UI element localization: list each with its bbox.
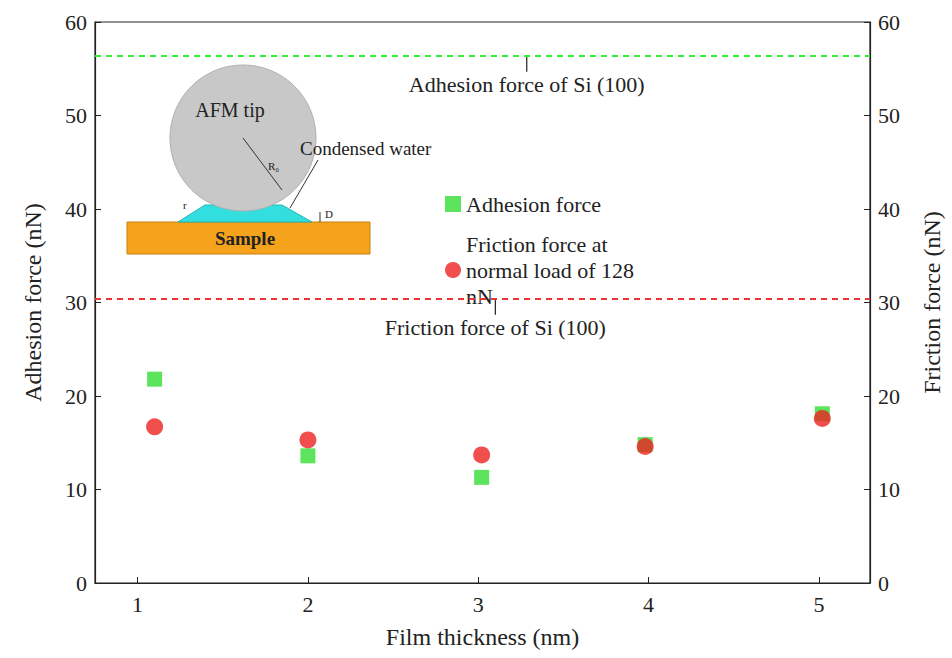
svg-text:10: 10 <box>878 477 900 502</box>
svg-text:R₀: R₀ <box>268 160 279 172</box>
svg-text:3: 3 <box>473 592 484 617</box>
svg-text:20: 20 <box>65 384 87 409</box>
svg-text:4: 4 <box>643 592 654 617</box>
svg-text:20: 20 <box>878 384 900 409</box>
svg-text:10: 10 <box>65 477 87 502</box>
svg-text:r: r <box>183 199 187 211</box>
svg-text:Friction force at: Friction force at <box>466 232 608 257</box>
svg-text:50: 50 <box>65 103 87 128</box>
svg-text:30: 30 <box>65 290 87 315</box>
svg-text:0: 0 <box>878 571 889 596</box>
svg-text:AFM tip: AFM tip <box>195 99 264 122</box>
svg-text:Adhesion force of Si (100): Adhesion force of Si (100) <box>409 72 645 97</box>
svg-text:60: 60 <box>65 10 87 35</box>
svg-text:40: 40 <box>878 197 900 222</box>
svg-text:50: 50 <box>878 103 900 128</box>
svg-text:40: 40 <box>65 197 87 222</box>
svg-text:30: 30 <box>878 290 900 315</box>
svg-text:Condensed water: Condensed water <box>300 138 432 159</box>
svg-text:nN: nN <box>466 284 493 309</box>
svg-text:Sample: Sample <box>215 228 275 249</box>
svg-text:Adhesion force (nN): Adhesion force (nN) <box>20 203 46 402</box>
svg-text:60: 60 <box>878 10 900 35</box>
svg-text:Film thickness (nm): Film thickness (nm) <box>386 624 579 650</box>
svg-text:Adhesion force: Adhesion force <box>466 192 601 217</box>
svg-text:5: 5 <box>813 592 824 617</box>
svg-text:D: D <box>325 208 333 220</box>
svg-text:Friction force (nN): Friction force (nN) <box>919 211 945 394</box>
svg-text:normal load of 128: normal load of 128 <box>466 258 634 283</box>
svg-text:Friction force of Si (100): Friction force of Si (100) <box>385 315 606 340</box>
svg-text:0: 0 <box>76 571 87 596</box>
svg-text:1: 1 <box>132 592 143 617</box>
svg-text:2: 2 <box>302 592 313 617</box>
